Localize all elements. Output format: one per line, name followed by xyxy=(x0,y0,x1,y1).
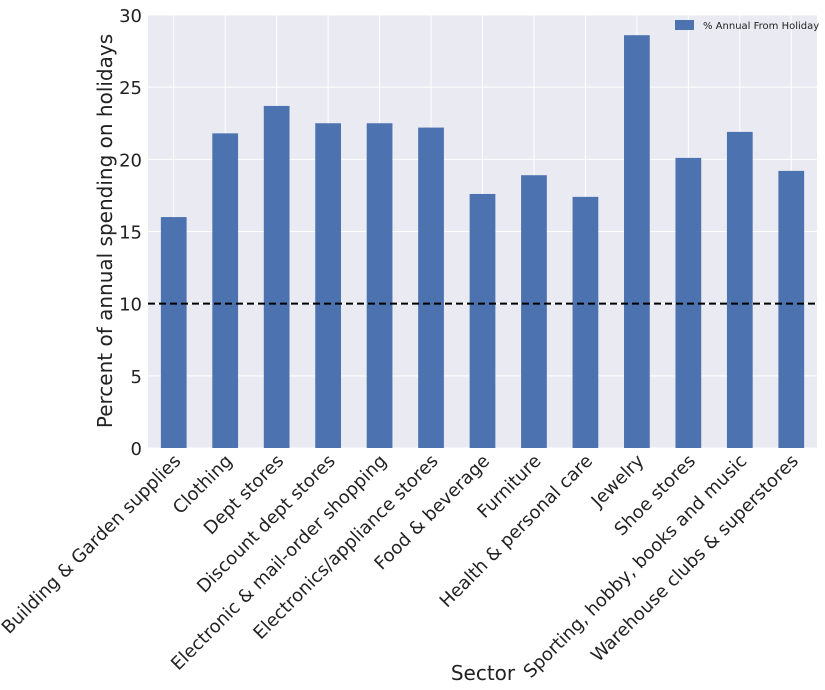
x-tick-label: Building & Garden supplies xyxy=(0,451,185,639)
y-tick-label: 10 xyxy=(119,295,142,316)
y-tick-label: 0 xyxy=(131,439,142,460)
y-axis-title: Percent of annual spending on holidays xyxy=(93,34,117,428)
bar xyxy=(778,170,805,448)
y-axis-ticks: 0 5 10 15 20 25 30 xyxy=(119,6,142,460)
y-tick-label: 25 xyxy=(119,78,142,99)
y-tick-label: 20 xyxy=(119,150,142,171)
legend-label: % Annual From Holiday xyxy=(703,21,819,32)
y-tick-label: 15 xyxy=(119,223,142,244)
bar xyxy=(315,123,341,448)
bar xyxy=(263,105,290,449)
y-tick-label: 5 xyxy=(131,367,142,388)
bar xyxy=(726,131,753,448)
bar xyxy=(160,217,187,448)
bar xyxy=(521,175,547,448)
x-axis-title: Sector xyxy=(451,661,516,685)
bar xyxy=(624,35,650,448)
bar xyxy=(572,196,599,448)
bar xyxy=(418,127,444,448)
legend: % Annual From Holiday xyxy=(675,20,819,32)
bar xyxy=(366,123,393,448)
bar xyxy=(212,133,239,448)
legend-swatch xyxy=(675,20,694,30)
bars xyxy=(160,35,805,449)
y-tick-label: 30 xyxy=(119,6,142,27)
bar xyxy=(469,193,496,448)
